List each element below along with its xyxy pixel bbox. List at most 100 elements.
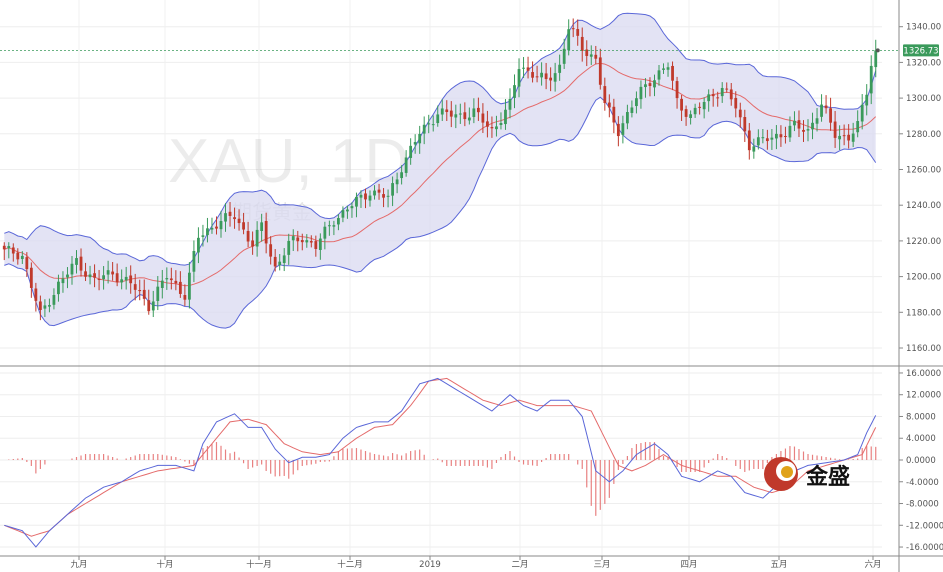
candle-body xyxy=(644,84,647,88)
candle-body xyxy=(422,124,426,134)
upper-band xyxy=(4,12,877,266)
month-tick-label: 十月 xyxy=(156,559,173,570)
candle-body xyxy=(779,134,783,138)
candle-body xyxy=(449,110,453,117)
last-price-line: 1326.73 xyxy=(0,44,939,57)
candle-body xyxy=(436,114,440,124)
month-tick-label: 六月 xyxy=(864,559,881,570)
candle-body xyxy=(20,255,24,260)
candle-body xyxy=(332,225,336,227)
candle-body xyxy=(549,77,553,81)
candle-body xyxy=(197,237,200,253)
candle-body xyxy=(237,218,241,224)
candle-body xyxy=(499,123,503,126)
candle-body xyxy=(138,290,142,292)
candle-body xyxy=(756,137,760,146)
candle-body xyxy=(734,97,738,109)
candle-body xyxy=(666,67,670,70)
candle-body xyxy=(589,54,593,57)
candle-body xyxy=(562,48,566,64)
candle-body xyxy=(517,69,521,87)
candle-body xyxy=(698,106,702,108)
candle-body xyxy=(16,252,20,260)
jinsheng-logo: 金盛 xyxy=(764,457,850,491)
candle-body xyxy=(309,241,313,243)
candle-body xyxy=(120,279,124,283)
candle-body xyxy=(391,183,394,196)
month-tick-label: 四月 xyxy=(680,560,697,570)
jinsheng-logo-text: 金盛 xyxy=(805,464,850,490)
candle-body xyxy=(553,73,557,82)
candle-body xyxy=(653,80,656,88)
candle-body xyxy=(147,300,151,312)
candle-body xyxy=(616,123,620,137)
candle-body xyxy=(323,226,327,239)
candle-body xyxy=(273,256,277,267)
candle-body xyxy=(169,278,173,281)
watermark-symbol: XAU, 1D xyxy=(168,127,409,196)
candle-body xyxy=(522,67,525,69)
last-price-label: 1326.73 xyxy=(903,46,938,56)
candle-body xyxy=(820,104,823,117)
candle-body xyxy=(806,129,810,131)
candle-body xyxy=(802,129,805,132)
month-tick-label: 十二月 xyxy=(337,559,363,570)
price-tick-label: 1220.00 xyxy=(906,237,941,247)
candle-body xyxy=(458,113,462,115)
candle-body xyxy=(639,86,643,100)
candle-body xyxy=(66,274,69,278)
candle-body xyxy=(738,109,742,118)
candle-body xyxy=(88,274,92,278)
last-price-tag xyxy=(903,44,939,57)
candle-body xyxy=(535,76,539,78)
price-tick-label: 1200.00 xyxy=(906,273,941,283)
candle-body xyxy=(788,125,792,138)
month-tick-label: 九月 xyxy=(70,560,87,570)
candle-body xyxy=(34,288,38,301)
candle-body xyxy=(246,230,250,242)
candle-body xyxy=(838,135,842,140)
candle-body xyxy=(115,273,119,283)
candle-body xyxy=(761,137,765,139)
month-tick-label: 十一月 xyxy=(246,559,272,570)
candle-body xyxy=(472,108,476,117)
candle-body xyxy=(183,295,187,300)
candle-body xyxy=(165,278,169,280)
price-tick-label: 1280.00 xyxy=(906,130,941,140)
candle-body xyxy=(684,109,688,117)
candle-body xyxy=(427,123,431,125)
candle-body xyxy=(201,235,205,237)
candle-body xyxy=(48,305,51,307)
candle-body xyxy=(675,81,679,99)
candle-body xyxy=(481,113,485,123)
candle-body xyxy=(594,54,598,59)
macd-tick-label: -4.0000 xyxy=(906,478,939,488)
candle-body xyxy=(720,87,724,97)
candle-body xyxy=(318,238,322,250)
candle-body xyxy=(359,194,363,198)
candle-body xyxy=(711,94,715,97)
candle-body xyxy=(160,280,164,288)
candle-body xyxy=(747,130,751,151)
candle-body xyxy=(251,240,255,247)
candle-body xyxy=(341,210,345,218)
macd-tick-label: 12.0000 xyxy=(906,391,941,401)
candle-body xyxy=(314,241,318,249)
price-tick-label: 1160.00 xyxy=(906,344,941,354)
candle-body xyxy=(377,189,381,193)
candle-body xyxy=(111,271,115,275)
candle-body xyxy=(544,73,548,80)
macd-tick-label: -12.0000 xyxy=(906,521,943,531)
candle-body xyxy=(635,98,638,107)
macd-panel xyxy=(4,377,877,548)
candle-body xyxy=(476,107,480,113)
candle-body xyxy=(490,127,494,129)
macd-tick-label: 4.0000 xyxy=(906,434,936,444)
month-tick-label: 2019 xyxy=(419,560,441,570)
candle-body xyxy=(291,236,295,241)
candle-body xyxy=(630,107,634,113)
candle-body xyxy=(567,29,571,51)
candle-body xyxy=(625,112,629,124)
